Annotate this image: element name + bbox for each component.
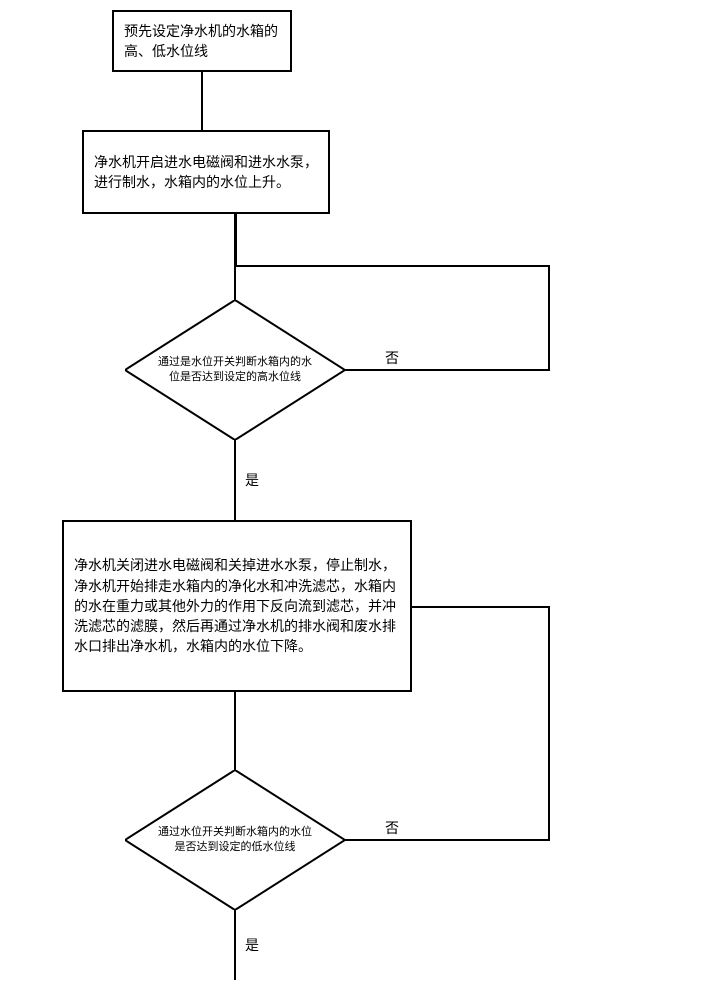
label-yes-2: 是 xyxy=(245,935,259,955)
decision-text: 通过水位开关判断水箱内的水位是否达到设定的低水位线 xyxy=(125,825,345,855)
flow-decision-low-level: 通过水位开关判断水箱内的水位是否达到设定的低水位线 xyxy=(125,770,345,910)
edge-d2-no-v xyxy=(548,606,550,841)
edge-d1-no-h1 xyxy=(345,369,550,371)
edge-d2-yes xyxy=(234,910,236,980)
edge-d2-no-h2 xyxy=(412,606,550,608)
flow-node-stop-drain: 净水机关闭进水电磁阀和关掉进水水泵，停止制水，净水机开始排走水箱内的净化水和冲洗… xyxy=(62,520,412,692)
edge-d1-no-h2 xyxy=(235,265,550,267)
flow-node-preset: 预先设定净水机的水箱的高、低水位线 xyxy=(112,10,292,72)
edge-d1-no-v xyxy=(548,265,550,371)
label-yes-1: 是 xyxy=(245,470,259,490)
node-text: 预先设定净水机的水箱的高、低水位线 xyxy=(124,21,280,62)
edge-d1-yes xyxy=(234,440,236,520)
edge-n1-n2 xyxy=(201,72,203,130)
edge-d2-no-h1 xyxy=(345,839,550,841)
decision-text: 通过是水位开关判断水箱内的水位是否达到设定的高水位线 xyxy=(125,355,345,385)
flow-node-start-pump: 净水机开启进水电磁阀和进水水泵，进行制水，水箱内的水位上升。 xyxy=(82,130,330,214)
node-text: 净水机开启进水电磁阀和进水水泵，进行制水，水箱内的水位上升。 xyxy=(94,152,318,193)
node-text: 净水机关闭进水电磁阀和关掉进水水泵，停止制水，净水机开始排走水箱内的净化水和冲洗… xyxy=(74,555,400,656)
edge-n3-d2 xyxy=(234,692,236,770)
flow-decision-high-level: 通过是水位开关判断水箱内的水位是否达到设定的高水位线 xyxy=(125,300,345,440)
edge-d1-no-v2 xyxy=(235,214,237,267)
label-no-2: 否 xyxy=(385,818,399,838)
label-no-1: 否 xyxy=(385,348,399,368)
